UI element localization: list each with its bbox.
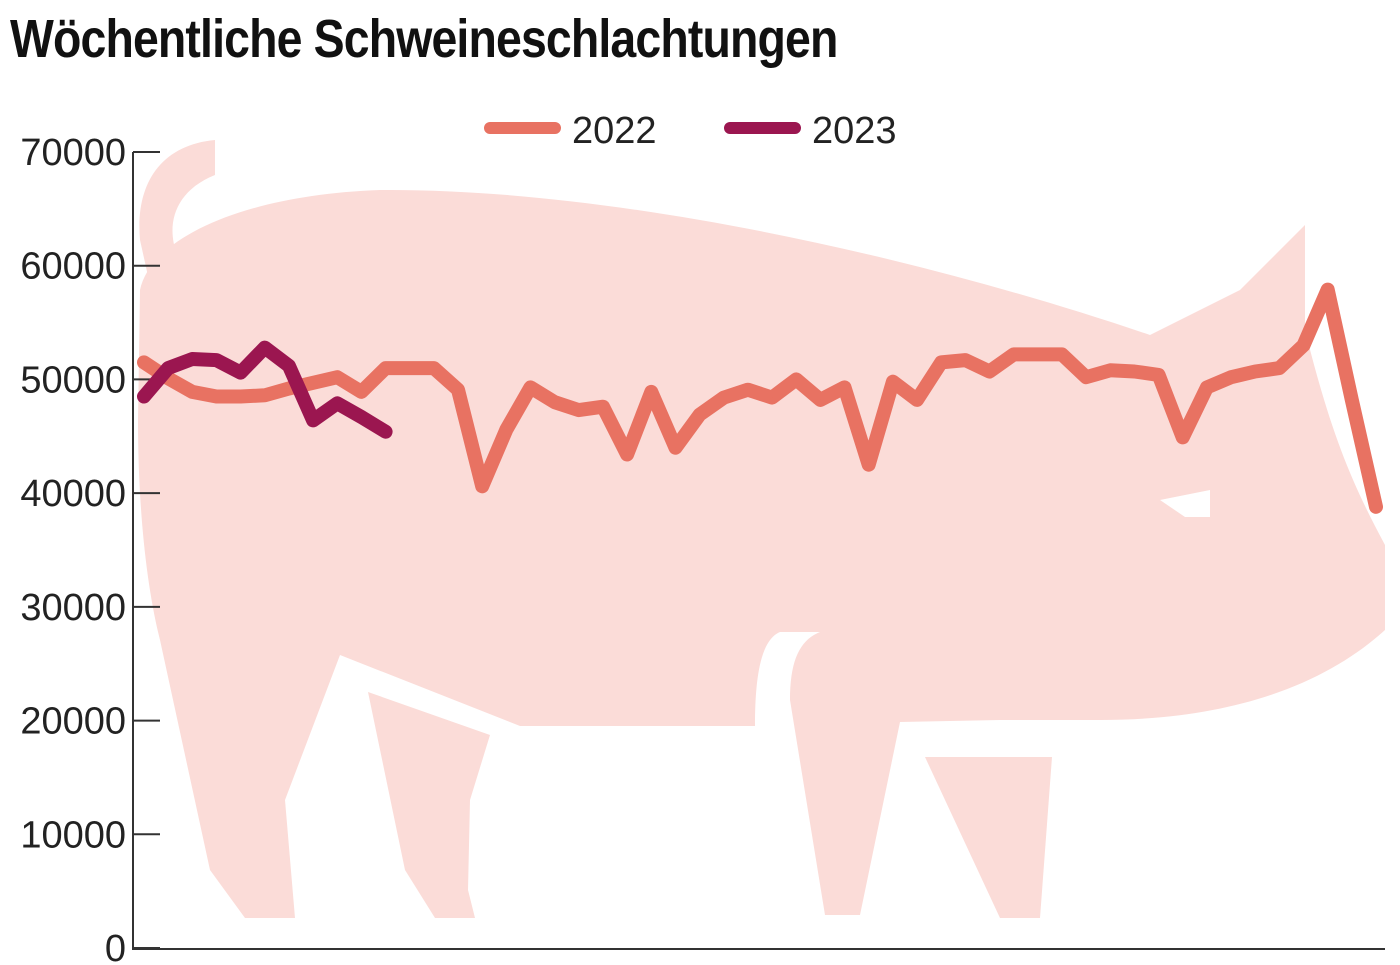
data-point-2022 bbox=[602, 406, 604, 408]
legend-label-2022: 2022 bbox=[572, 110, 657, 152]
data-point-2022 bbox=[1109, 369, 1111, 371]
data-point-2023 bbox=[167, 367, 169, 369]
data-point-2022 bbox=[1278, 367, 1280, 369]
data-point-2022 bbox=[1206, 386, 1208, 388]
data-point-2022 bbox=[1133, 370, 1135, 372]
data-point-2022 bbox=[674, 447, 676, 449]
data-point-2022 bbox=[481, 485, 483, 487]
pig-body bbox=[138, 189, 1385, 918]
data-point-2022 bbox=[650, 391, 652, 393]
data-point-2022 bbox=[288, 388, 290, 390]
data-point-2022 bbox=[409, 367, 411, 369]
data-point-2022 bbox=[699, 414, 701, 416]
data-point-2022 bbox=[964, 359, 966, 361]
data-point-2022 bbox=[1061, 353, 1063, 355]
data-point-2022 bbox=[1303, 344, 1305, 346]
data-point-2022 bbox=[1013, 353, 1015, 355]
pig-silhouette bbox=[138, 140, 1385, 918]
data-point-2022 bbox=[988, 370, 990, 372]
data-point-2022 bbox=[240, 395, 242, 397]
data-point-2023 bbox=[360, 416, 362, 418]
series-line-2022 bbox=[137, 282, 1383, 514]
data-point-2022 bbox=[385, 367, 387, 369]
pig-eye bbox=[1160, 490, 1210, 517]
data-point-2022 bbox=[868, 464, 870, 466]
data-point-2022 bbox=[360, 391, 362, 393]
data-point-2022 bbox=[191, 391, 193, 393]
pig-tail bbox=[139, 140, 215, 285]
data-point-2023 bbox=[191, 358, 193, 360]
axes: 0 10000 20000 30000 40000 50000 60000 70000 bbox=[20, 132, 1385, 965]
data-point-2022 bbox=[1158, 374, 1160, 376]
data-point-2022 bbox=[1351, 399, 1353, 401]
data-point-2023 bbox=[240, 372, 242, 374]
data-point-2022 bbox=[505, 428, 507, 430]
data-point-2022 bbox=[1037, 353, 1039, 355]
data-point-2022 bbox=[1375, 506, 1377, 508]
data-point-2022 bbox=[143, 361, 145, 363]
data-point-2022 bbox=[215, 395, 217, 397]
data-point-2023 bbox=[385, 431, 387, 433]
data-point-2022 bbox=[844, 386, 846, 388]
data-point-2022 bbox=[723, 397, 725, 399]
data-point-2022 bbox=[578, 409, 580, 411]
y-tick-label: 20000 bbox=[20, 701, 126, 743]
data-point-2022 bbox=[1182, 436, 1184, 438]
y-tick-label: 40000 bbox=[20, 473, 126, 515]
data-point-2023 bbox=[215, 359, 217, 361]
y-tick-label: 60000 bbox=[20, 246, 126, 288]
data-point-2022 bbox=[433, 367, 435, 369]
data-point-2023 bbox=[264, 347, 266, 349]
chart-title: Wöchentliche Schweineschlachtungen bbox=[10, 9, 838, 69]
lines bbox=[137, 282, 1383, 514]
data-point-2022 bbox=[940, 361, 942, 363]
data-point-2022 bbox=[747, 389, 749, 391]
data-point-2022 bbox=[771, 397, 773, 399]
data-point-2022 bbox=[819, 399, 821, 401]
legend-label-2023: 2023 bbox=[812, 110, 897, 152]
data-point-2022 bbox=[795, 378, 797, 380]
y-tick-label: 70000 bbox=[20, 132, 126, 174]
pig-front-leg bbox=[368, 692, 490, 918]
legend: 2022 2023 bbox=[484, 110, 897, 152]
data-point-2022 bbox=[530, 386, 532, 388]
data-point-2022 bbox=[916, 399, 918, 401]
data-point-2022 bbox=[1085, 376, 1087, 378]
y-tick-label: 30000 bbox=[20, 587, 126, 629]
data-point-2022 bbox=[1254, 370, 1256, 372]
data-point-2023 bbox=[336, 402, 338, 404]
data-point-2022 bbox=[554, 401, 556, 403]
data-point-2022 bbox=[457, 389, 459, 391]
y-tick-label: 50000 bbox=[20, 359, 126, 401]
data-point-2022 bbox=[264, 394, 266, 396]
y-tick-label: 0 bbox=[105, 928, 126, 965]
pig-back-leg bbox=[925, 757, 1052, 918]
data-point-2022 bbox=[892, 381, 894, 383]
data-point-2023 bbox=[288, 365, 290, 367]
data-point-2022 bbox=[312, 382, 314, 384]
data-point-2022 bbox=[1230, 376, 1232, 378]
y-tick-label: 10000 bbox=[20, 814, 126, 856]
data-point-2022 bbox=[626, 453, 628, 455]
data-point-2023 bbox=[143, 395, 145, 397]
data-point-2022 bbox=[336, 376, 338, 378]
data-point-2022 bbox=[1327, 289, 1329, 291]
data-point-2023 bbox=[312, 419, 314, 421]
